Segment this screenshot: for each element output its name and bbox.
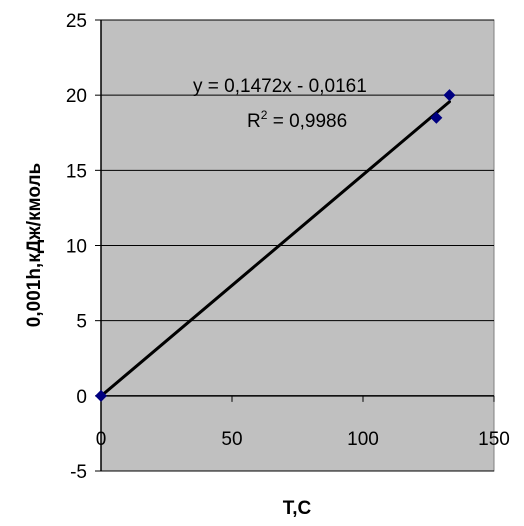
y-tick-label: 15 [66, 161, 87, 182]
data-point-marker [443, 89, 456, 102]
r-squared-label: R2 = 0,9986 [247, 108, 347, 132]
tick-labels: -5 0 5 10 15 20 25 0 50 100 150 [66, 11, 510, 483]
data-point-marker [95, 389, 107, 402]
x-tick-label: 0 [96, 429, 107, 450]
data-series [95, 89, 456, 402]
y-tick-label: 5 [76, 312, 87, 333]
y-tick-label: 10 [66, 237, 87, 258]
x-tick-label: 100 [347, 429, 379, 450]
y-tick-label: -5 [70, 462, 87, 483]
x-tick-label: 150 [478, 429, 510, 450]
data-point-marker [430, 111, 443, 124]
x-axis-title: T,C [283, 498, 312, 519]
y-axis-title: 0,001h,кДж/кмоль [24, 163, 45, 327]
r-squared-prefix: R [247, 111, 261, 132]
x-tick-label: 50 [221, 429, 242, 450]
y-tick-label: 0 [76, 387, 87, 408]
trendline [99, 100, 451, 398]
trendline-equation: y = 0,1472x - 0,0161 [193, 76, 367, 97]
y-tick-label: 25 [66, 11, 87, 32]
y-tick-label: 20 [66, 86, 87, 107]
r-squared-exponent: 2 [261, 108, 268, 122]
r-squared-value: = 0,9986 [267, 111, 347, 132]
